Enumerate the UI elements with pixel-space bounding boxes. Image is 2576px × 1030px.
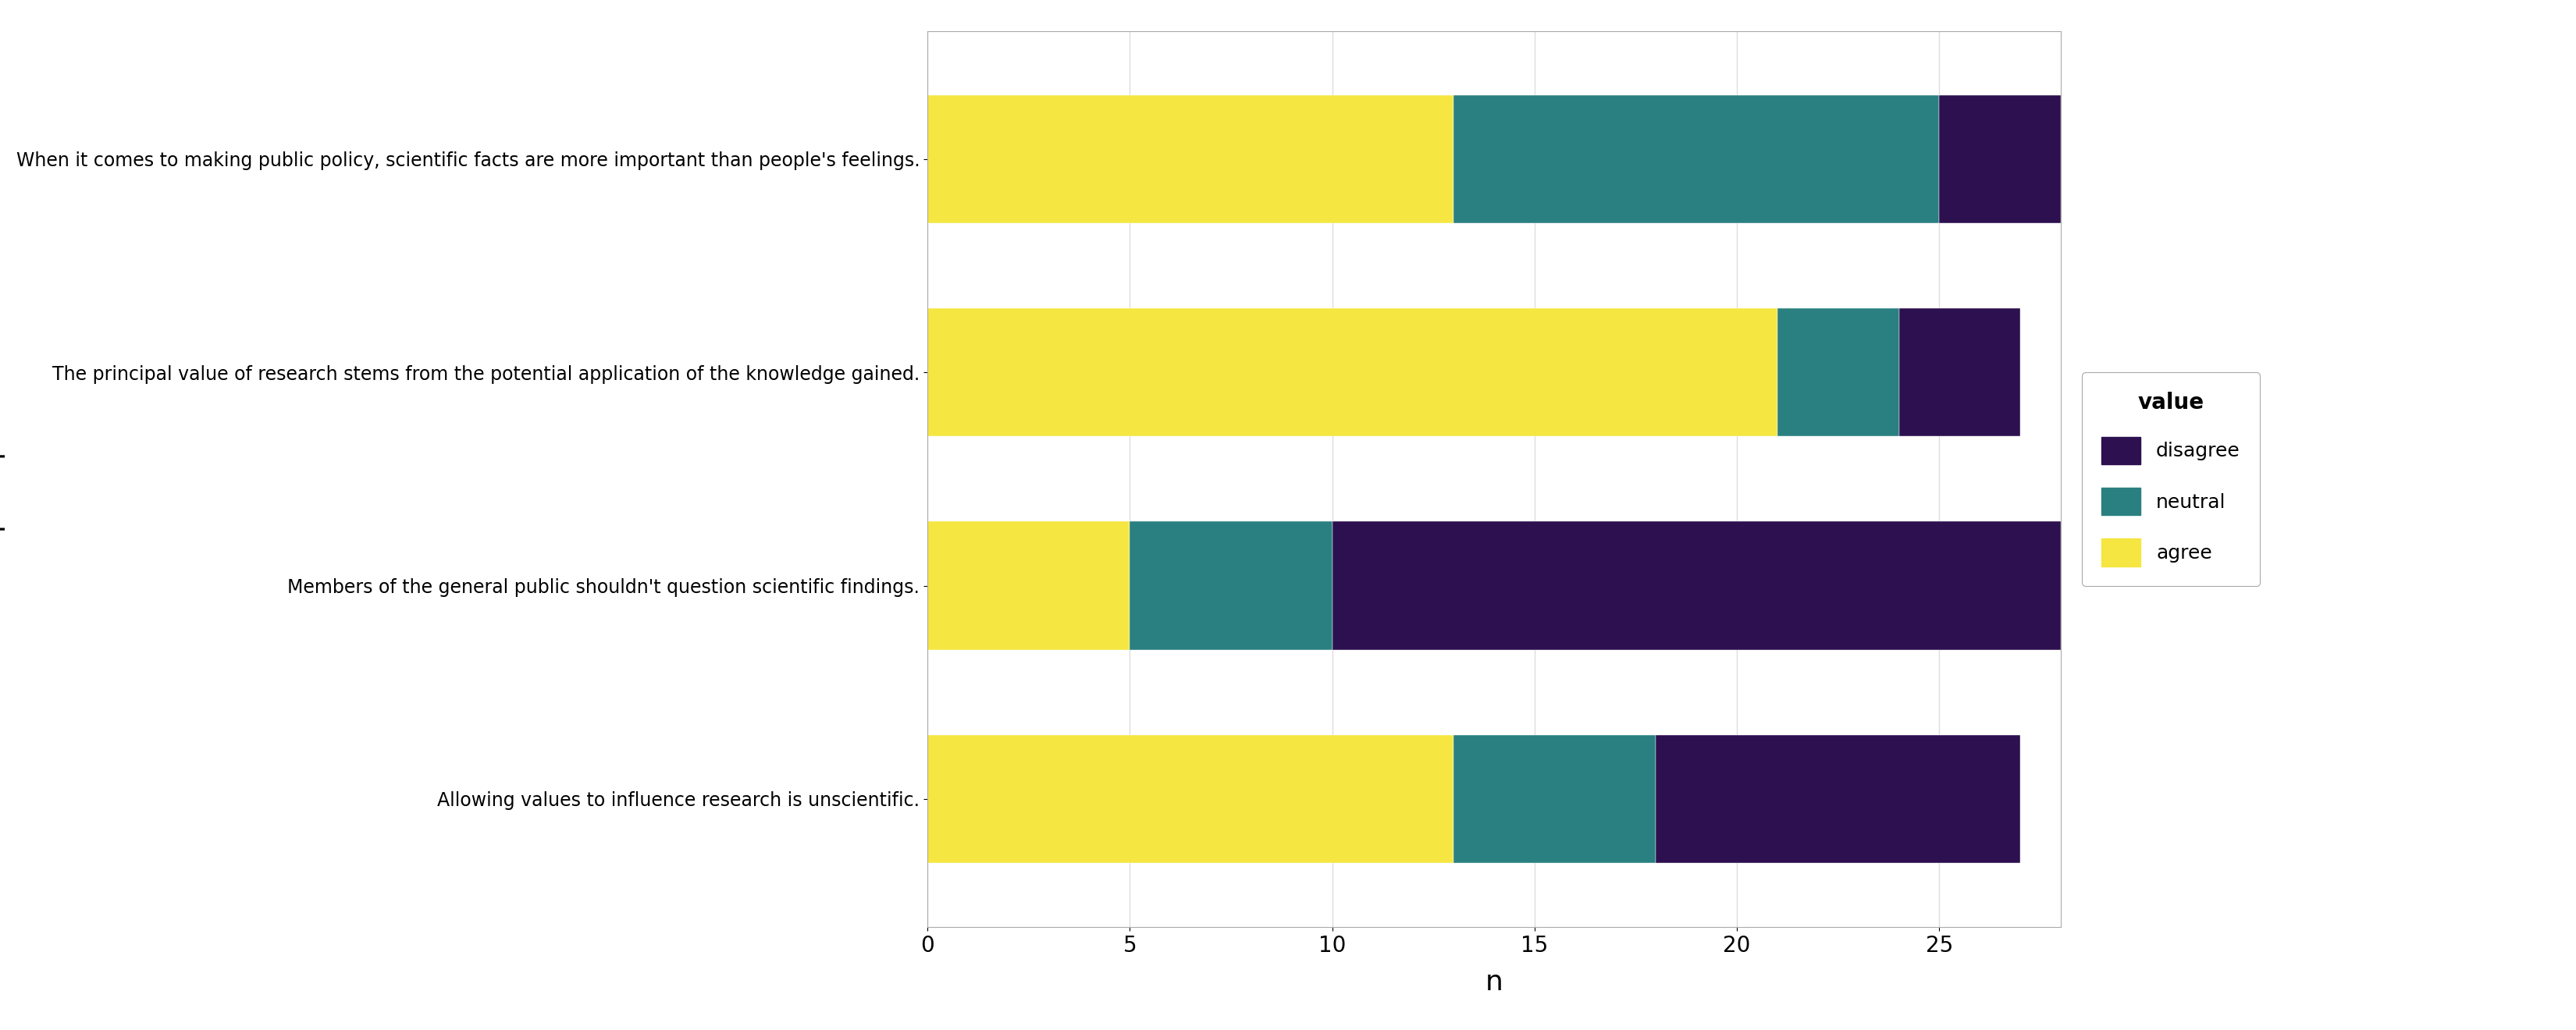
Bar [1453,735,1656,863]
Bar [927,308,1777,437]
Bar [1332,521,2061,650]
Bar [1131,521,1332,650]
Y-axis label: prompt: prompt [0,427,3,530]
Bar [927,735,1453,863]
Bar [1899,308,2020,437]
Legend: disagree, neutral, agree: disagree, neutral, agree [2081,372,2259,586]
Bar [1656,735,2020,863]
Bar [1777,308,1899,437]
Bar [1453,95,1940,222]
Bar [927,95,1453,222]
Bar [927,521,1131,650]
X-axis label: n: n [1486,969,1502,996]
Bar [1940,95,2061,222]
